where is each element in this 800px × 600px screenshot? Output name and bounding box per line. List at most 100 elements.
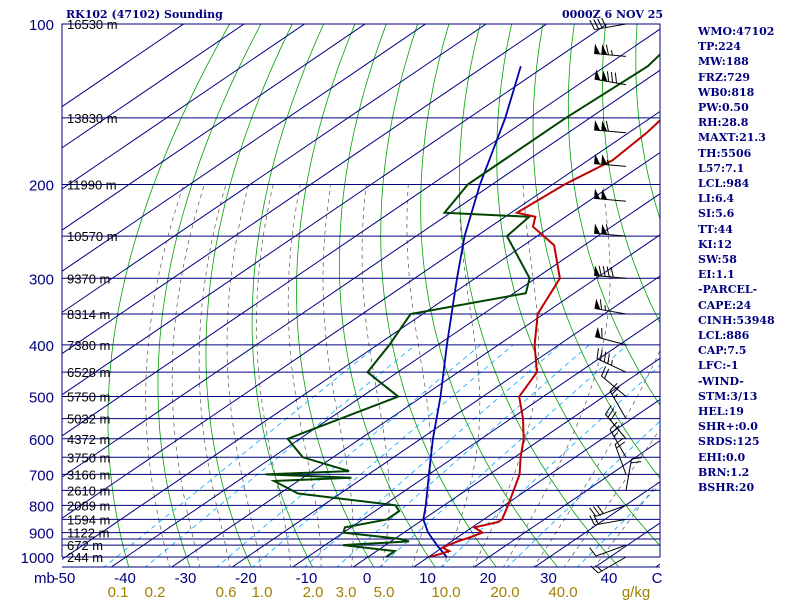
mixing-ratio-line (336, 344, 590, 567)
dry-adiabat-line (496, 24, 660, 547)
wind-barb (589, 504, 627, 517)
wind-barb (594, 153, 627, 167)
mixing-ratio-line (506, 420, 660, 567)
temperature-tick-label: -30 (175, 570, 197, 587)
dry-adiabat-line (107, 24, 230, 567)
temperature-tick-label: -20 (235, 570, 257, 587)
index-item: SI:5.6 (698, 207, 735, 221)
index-item: WB0:818 (698, 85, 755, 99)
wind-barb-shaft (605, 413, 627, 440)
height-label: 6528 m (67, 365, 110, 380)
wind-barb-full-feather (596, 348, 600, 359)
wind-barb-full-feather (589, 20, 595, 30)
dry-adiabat-line (205, 24, 293, 567)
index-item: -WIND- (698, 374, 744, 388)
wind-barb (594, 298, 627, 315)
mixing-ratio-label: 10.0 (431, 584, 460, 600)
wind-barb-full-feather (630, 461, 642, 464)
wind-barb-full-feather (600, 349, 603, 361)
index-item: LFC:-1 (698, 359, 739, 373)
height-label: 3166 m (67, 467, 110, 482)
wind-barb-full-feather (611, 386, 620, 395)
wind-barb (625, 457, 642, 491)
height-label: 3750 m (67, 450, 110, 465)
index-item: CAPE:24 (698, 298, 752, 312)
wind-barb-shaft (594, 23, 627, 31)
mixing-ratio-line (252, 344, 514, 567)
height-label: 10570 m (67, 229, 118, 244)
dry-adiabat-line (420, 24, 559, 567)
parcel-trace (422, 65, 522, 558)
wind-barb-full-feather (605, 44, 609, 55)
dry-adiabat-line (296, 24, 375, 567)
pressure-tick-label: 200 (29, 177, 54, 194)
wind-barb-full-feather (605, 224, 609, 235)
wind-barb-full-feather (610, 266, 614, 278)
moist-adiabat-line (322, 184, 354, 567)
height-label: 5750 m (67, 390, 110, 405)
index-item: SHR+:0.0 (698, 420, 758, 434)
index-item: LCL:984 (698, 177, 750, 191)
index-item: MAXT:21.3 (698, 131, 766, 145)
isotherm-line (352, 357, 660, 567)
moist-adiabat-line (226, 184, 261, 567)
wind-barb-half-feather (604, 305, 607, 311)
wind-barb-full-feather (606, 266, 610, 277)
index-item: TP:224 (698, 40, 742, 54)
pressure-tick-label: 1000 (21, 550, 54, 567)
index-item: CINH:53948 (698, 313, 775, 327)
dry-adiabat-line (532, 24, 660, 479)
mixing-ratio-unit-label: g/kg (622, 584, 650, 600)
temperature-tick-label: 0 (363, 570, 371, 587)
wind-barb (594, 326, 627, 346)
wind-barb-full-feather (604, 368, 610, 379)
mixing-ratio-label: 40.0 (548, 584, 577, 600)
wind-barb (594, 43, 627, 57)
wind-barb-shaft (609, 429, 627, 458)
wind-barb-full-feather (593, 19, 599, 30)
isotherm-line (412, 398, 660, 567)
dry-adiabat-line (338, 24, 436, 567)
dry-adiabat-line (157, 24, 262, 567)
temperature-tick-label: 40 (601, 570, 618, 587)
wind-barb-shaft (594, 197, 627, 202)
index-item: L57:7.1 (698, 161, 745, 175)
chart-profiles (265, 53, 660, 558)
height-label: 11990 m (67, 177, 117, 192)
index-item: SRDS:125 (698, 435, 760, 449)
height-label: 672 m (67, 538, 103, 553)
wind-barb-pennant (601, 70, 608, 82)
wind-barb-full-feather (607, 408, 615, 418)
chart-grid (62, 24, 660, 567)
wind-barb-pennant (594, 120, 601, 131)
isotherm-line (62, 24, 185, 108)
wind-barb-pennant (594, 43, 601, 55)
height-label: 2610 m (67, 483, 110, 498)
index-item: BRN:1.2 (698, 465, 750, 479)
wind-barb-full-feather (611, 425, 620, 434)
temperature-tick-label: -10 (296, 570, 318, 587)
wind-barb-full-feather (596, 504, 604, 514)
isotherm-line (62, 69, 660, 478)
wind-barb-full-feather (609, 382, 618, 392)
wind-barb-full-feather (605, 120, 609, 132)
height-label: 2089 m (67, 498, 110, 513)
mixing-ratio-line (378, 344, 628, 567)
isotherm-line (231, 275, 660, 567)
index-item: -PARCEL- (698, 283, 758, 297)
dry-adiabat-line (380, 24, 497, 567)
wind-barb-pennant (601, 120, 608, 132)
wind-barb-full-feather (602, 266, 606, 277)
height-label: 1122 m (67, 526, 109, 541)
temperature-profile (428, 118, 660, 558)
wind-barb (596, 348, 627, 373)
wind-barb (589, 17, 627, 31)
index-item: STM:3/13 (698, 389, 758, 403)
wind-barb-full-feather (616, 441, 626, 449)
height-label: 8314 m (67, 307, 110, 322)
height-label: 244 m (67, 550, 103, 565)
index-item: LCL:886 (698, 329, 750, 343)
index-item: CAP:7.5 (698, 344, 747, 358)
wind-barb-full-feather (589, 507, 597, 517)
